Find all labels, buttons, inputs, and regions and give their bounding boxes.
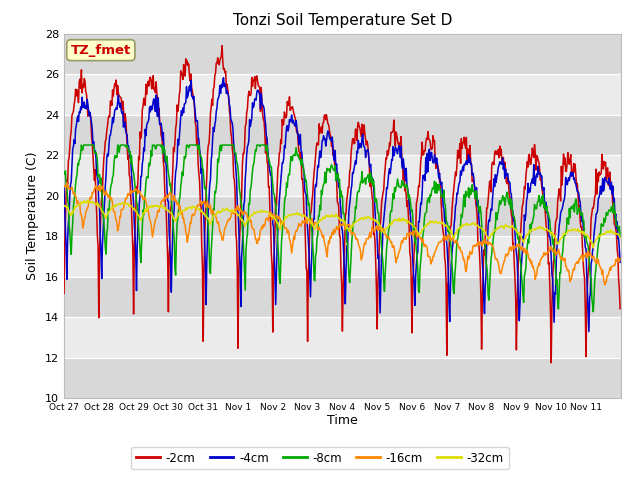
Bar xyxy=(64,155,621,196)
Legend: -2cm, -4cm, -8cm, -16cm, -32cm: -2cm, -4cm, -8cm, -16cm, -32cm xyxy=(131,447,509,469)
Bar xyxy=(64,236,621,277)
Bar xyxy=(64,115,621,155)
X-axis label: Time: Time xyxy=(327,414,358,427)
Bar xyxy=(64,277,621,317)
Bar xyxy=(64,34,621,74)
Bar xyxy=(64,317,621,358)
Bar xyxy=(64,196,621,236)
Title: Tonzi Soil Temperature Set D: Tonzi Soil Temperature Set D xyxy=(233,13,452,28)
Bar xyxy=(64,74,621,115)
Y-axis label: Soil Temperature (C): Soil Temperature (C) xyxy=(26,152,39,280)
Bar xyxy=(64,358,621,398)
Text: TZ_fmet: TZ_fmet xyxy=(70,44,131,57)
